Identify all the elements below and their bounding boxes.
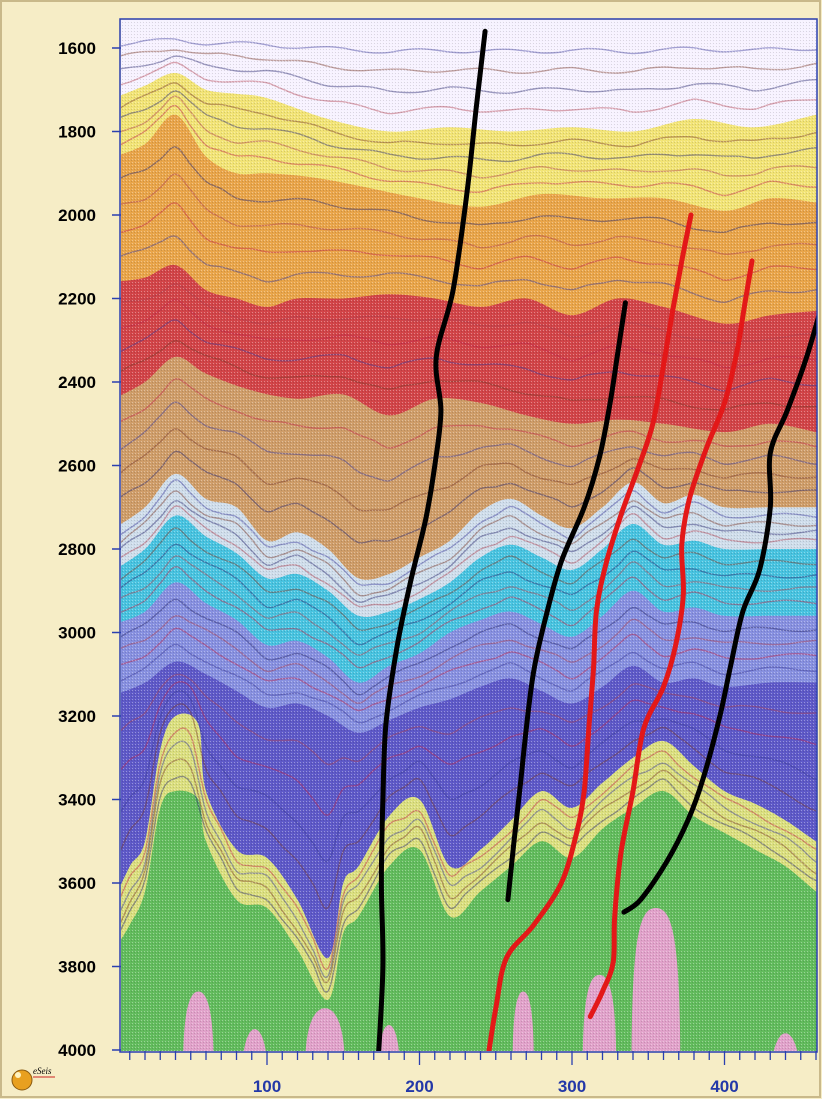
y-tick-label: 1600 [58,39,96,58]
logo-globe-icon [11,1069,33,1091]
y-tick-label: 3200 [58,707,96,726]
x-tick-label: 300 [558,1077,586,1096]
y-tick-label: 3600 [58,874,96,893]
x-tick-label: 400 [710,1077,738,1096]
red-fault-line [486,212,694,1051]
red-fault-line [587,258,755,1020]
black-fault-line [376,28,488,1051]
y-tick-label: 2000 [58,206,96,225]
x-axis: 100 200 300 400 [129,1051,817,1096]
y-tick-label: 3000 [58,624,96,643]
y-tick-label: 2400 [58,373,96,392]
y-tick-label: 2200 [58,290,96,309]
logo-text: eSeis [33,1066,52,1076]
black-fault-line [505,300,628,903]
y-tick-label: 2800 [58,540,96,559]
x-tick-label: 100 [253,1077,281,1096]
logo-globe-shine [15,1072,21,1078]
esais-logo: eSeis [11,1066,55,1091]
fault-lines [376,28,817,1051]
y-tick-label: 2600 [58,457,96,476]
plot-frame [119,18,818,1053]
y-tick-label: 1800 [58,123,96,142]
y-axis: 1600 1800 2000 2200 2400 2600 2800 3000 3200 3400… [58,39,121,1060]
y-tick-label: 4000 [58,1041,96,1060]
y-tick-label: 3400 [58,791,96,810]
x-tick-label: 200 [405,1077,433,1096]
y-tick-label: 3800 [58,958,96,977]
black-fault-line [621,313,817,915]
